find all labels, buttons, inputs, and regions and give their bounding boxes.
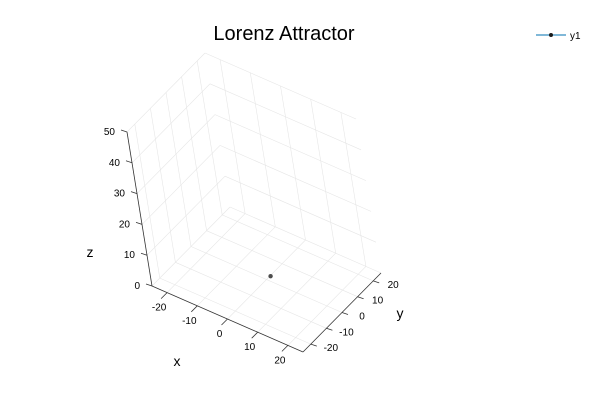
data-point — [268, 273, 273, 279]
grid-line-floor-y — [175, 262, 327, 329]
z-tick-label: 40 — [109, 158, 121, 169]
grid-line-floor-y — [206, 230, 358, 297]
y-axis-title: y — [397, 305, 404, 321]
z-axis-title: z — [87, 244, 94, 260]
z-axis-line — [126, 131, 153, 287]
grid-line-wall-z — [141, 145, 221, 225]
grid-line-back-z — [219, 145, 372, 212]
z-tick-mark — [140, 252, 148, 256]
x-axis-title: x — [174, 353, 181, 369]
z-tick-mark — [135, 222, 143, 225]
y-tick-label: 10 — [372, 296, 384, 307]
x-tick-label: -10 — [182, 316, 197, 327]
z-tick-label: 0 — [134, 281, 140, 292]
x-tick-mark — [191, 305, 198, 313]
legend: y1 — [536, 31, 581, 42]
x-tick-label: -20 — [152, 303, 167, 314]
grid-line-wall-z — [151, 206, 231, 287]
grid-line-back-z — [209, 83, 362, 151]
grid-line-back-x — [219, 59, 246, 214]
grid-line-back-z — [214, 114, 367, 181]
grid-line-wall-y — [150, 108, 176, 263]
grid-line-wall-y — [134, 124, 161, 279]
x-tick-mark — [221, 318, 228, 326]
grid-line-wall-z — [126, 52, 206, 133]
grid-line-back-x — [310, 99, 336, 254]
z-tick-label: 20 — [119, 219, 131, 230]
grid-line-back-x — [280, 85, 306, 241]
x-tick-label: 0 — [217, 329, 223, 340]
grid-line-wall-z — [131, 83, 211, 164]
y-tick-mark — [373, 280, 380, 284]
grid-line-back-z — [204, 52, 357, 120]
legend-marker — [549, 33, 553, 37]
grid-line-back-z — [229, 206, 382, 274]
z-tick-mark — [120, 129, 128, 133]
z-tick-label: 30 — [114, 189, 126, 200]
y-tick-mark — [326, 327, 333, 331]
grid-line-floor-y — [159, 277, 311, 345]
y-tick-mark — [341, 312, 349, 315]
z-tick-mark — [145, 283, 153, 287]
y-tick-label: 0 — [359, 312, 365, 323]
z-tick-mark — [125, 160, 133, 164]
x-tick-mark — [160, 292, 168, 299]
axes — [120, 129, 382, 353]
grid-line-wall-y — [165, 92, 192, 247]
grid-line-wall-z — [146, 175, 226, 256]
grid-line-wall-y — [196, 60, 223, 215]
data-points — [268, 273, 273, 279]
grid-line-back-x — [250, 72, 276, 227]
grid-line-wall-y — [181, 76, 207, 231]
z-tick-label: 50 — [104, 127, 116, 138]
legend-label: y1 — [570, 31, 581, 42]
grid-line-back-x — [340, 112, 367, 267]
grid-line-wall-z — [136, 114, 216, 194]
x-tick-mark — [281, 345, 289, 352]
y-tick-mark — [310, 343, 317, 347]
grid-line-back-z — [224, 175, 377, 243]
z-tick-mark — [130, 191, 138, 194]
y-tick-mark — [357, 296, 364, 300]
x-tick-label: 10 — [244, 342, 256, 353]
y-tick-label: 20 — [388, 280, 400, 291]
x-tick-mark — [251, 331, 258, 339]
grid-line-floor-y — [190, 246, 343, 313]
chart-title: Lorenz Attractor — [213, 23, 355, 45]
y-tick-label: -20 — [324, 343, 339, 354]
y-tick-label: -10 — [339, 327, 354, 338]
grid — [126, 52, 382, 346]
z-tick-label: 10 — [124, 250, 136, 261]
grid-line-floor-y — [222, 214, 374, 282]
x-tick-label: 20 — [274, 355, 286, 366]
